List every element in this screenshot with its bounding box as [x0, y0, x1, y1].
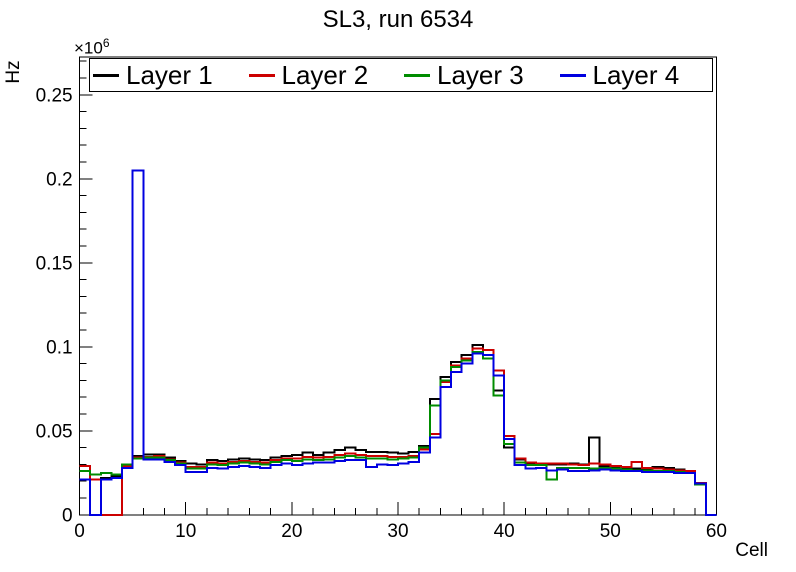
- series-layer-4: [79, 169, 717, 516]
- legend-box: Layer 1 Layer 2 Layer 3 Layer 4: [89, 58, 713, 92]
- y-tick-label: 0.2: [46, 169, 72, 190]
- x-tick-label: 30: [387, 521, 408, 542]
- y-tick-label: 0.15: [36, 253, 73, 274]
- legend-label: Layer 4: [592, 59, 680, 90]
- series-layer-2: [79, 347, 717, 516]
- legend-entry: Layer 2: [246, 60, 402, 91]
- legend-entry: Layer 1: [90, 60, 246, 91]
- legend-label: Layer 1: [126, 59, 213, 90]
- legend-line-sample: [404, 73, 430, 77]
- x-tick-label: 10: [175, 521, 196, 542]
- legend-line-sample: [248, 73, 275, 77]
- y-tick-label: 0.1: [46, 337, 72, 358]
- x-tick-label: 0: [74, 521, 85, 542]
- y-exponent-power: 6: [102, 36, 110, 50]
- legend-label: Layer 3: [437, 59, 524, 90]
- y-tick-label: 0.05: [36, 421, 73, 442]
- x-tick-label: 20: [281, 521, 302, 542]
- series-layer-3: [79, 350, 717, 516]
- plot-title: SL3, run 6534: [322, 6, 474, 33]
- series-layer-1: [79, 344, 717, 516]
- x-tick-label: 60: [706, 521, 727, 542]
- y-axis-exponent: ×106: [74, 36, 110, 59]
- legend-line-sample: [559, 73, 586, 77]
- x-tick-label: 40: [494, 521, 515, 542]
- legend-entry: Layer 3: [401, 60, 557, 91]
- plot-frame: [79, 56, 717, 516]
- legend-line-sample: [93, 73, 119, 77]
- x-tick-label: 50: [600, 521, 621, 542]
- legend-entry: Layer 4: [557, 60, 713, 91]
- y-exponent-base: ×10: [74, 38, 103, 58]
- y-tick-label: 0: [62, 505, 73, 526]
- legend-label: Layer 2: [281, 59, 369, 90]
- x-axis-title: Cell: [735, 540, 768, 561]
- y-tick-label: 0.25: [36, 85, 73, 106]
